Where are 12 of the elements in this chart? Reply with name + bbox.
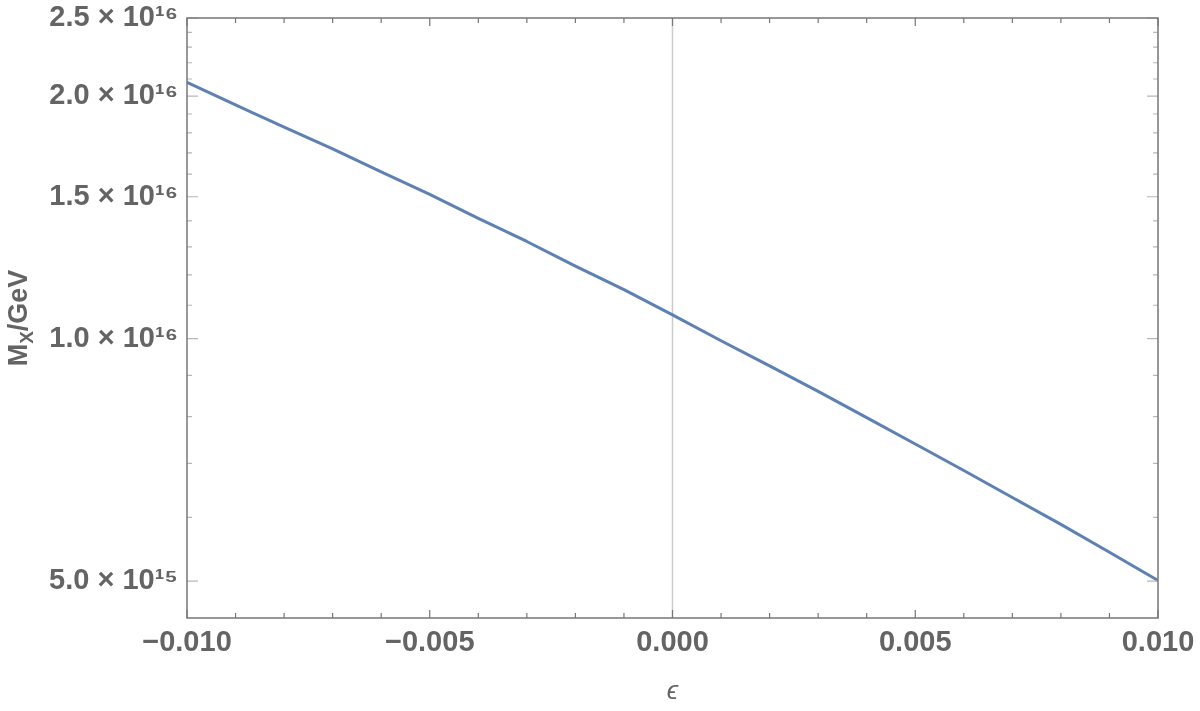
x-axis-title: ϵ <box>666 675 679 706</box>
y-tick-label: 2.0 × 10¹⁶ <box>49 78 178 111</box>
x-tick-label: 0.010 <box>1121 625 1195 658</box>
y-axis-title: MX/GeV <box>3 269 38 367</box>
x-tick-label: −0.010 <box>142 625 232 658</box>
y-tick-label: 1.5 × 10¹⁶ <box>49 178 178 211</box>
y-tick-label: 5.0 × 10¹⁵ <box>49 563 178 596</box>
y-tick-label: 1.0 × 10¹⁶ <box>49 320 178 353</box>
y-tick-label: 2.5 × 10¹⁶ <box>49 0 178 32</box>
x-tick-label: −0.005 <box>384 625 475 658</box>
x-tick-label: 0.000 <box>636 625 709 658</box>
x-tick-label: 0.005 <box>878 625 952 658</box>
